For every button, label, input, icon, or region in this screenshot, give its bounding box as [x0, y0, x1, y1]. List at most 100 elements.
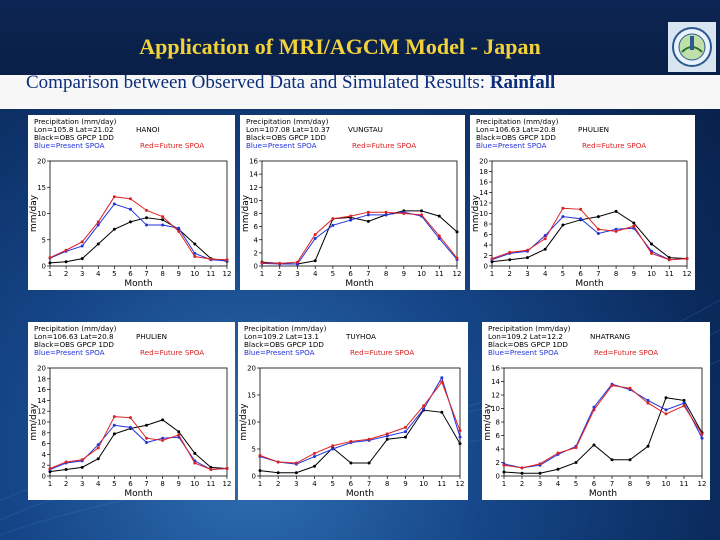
chart-header-future: Red=Future SPOA [582, 141, 646, 150]
y-tick-label: 0 [484, 263, 488, 271]
x-tick-label: 9 [646, 480, 650, 488]
data-point-0 [525, 256, 529, 260]
x-tick-label: 7 [610, 480, 614, 488]
data-point-2 [667, 258, 671, 262]
chart-header-title: Precipitation (mm/day) [476, 117, 559, 126]
data-point-1 [366, 213, 370, 217]
data-point-0 [538, 471, 542, 475]
x-tick-label: 12 [456, 480, 465, 488]
series-line-0 [259, 409, 461, 474]
y-axis-label: mm/day [29, 403, 39, 441]
chart-header-present: Blue=Present SPOA [476, 141, 547, 150]
y-tick-label: 4 [496, 446, 501, 454]
data-point-0 [614, 209, 618, 213]
x-tick-label: 10 [190, 270, 199, 278]
x-tick-label: 12 [683, 270, 692, 278]
chart-nhatrang: Precipitation (mm/day)Lon=109.2 Lat=12.2… [483, 324, 706, 499]
data-point-2 [128, 416, 132, 420]
x-tick-label: 4 [313, 270, 318, 278]
chart-header-present: Blue=Present SPOA [488, 348, 559, 357]
data-point-2 [525, 248, 529, 252]
y-tick-label: 14 [37, 397, 46, 405]
chart-phulien-bottom: Precipitation (mm/day)Lon=106.63 Lat=20.… [29, 324, 231, 499]
data-point-1 [313, 236, 317, 240]
data-point-1 [664, 408, 668, 412]
data-point-1 [331, 447, 335, 451]
data-point-1 [646, 398, 650, 402]
y-tick-label: 10 [249, 197, 258, 205]
data-point-1 [96, 223, 100, 227]
slide-title: Application of MRI/AGCM Model - Japan [139, 34, 541, 59]
data-point-1 [561, 215, 565, 219]
data-point-2 [112, 415, 116, 419]
x-tick-label: 4 [96, 480, 101, 488]
data-point-2 [258, 453, 262, 457]
data-point-1 [596, 231, 600, 235]
data-point-0 [628, 458, 632, 462]
x-tick-label: 11 [206, 480, 215, 488]
x-axis-label: Month [124, 279, 152, 289]
series-line-0 [49, 419, 228, 473]
y-tick-label: 20 [247, 365, 256, 373]
y-tick-label: 0 [496, 473, 500, 481]
x-tick-label: 6 [348, 270, 353, 278]
chart-header-obs: Black=OBS GPCP 1DD [476, 133, 556, 142]
data-point-0 [610, 458, 614, 462]
data-point-2 [538, 462, 542, 466]
data-point-0 [80, 465, 84, 469]
x-tick-label: 4 [96, 270, 101, 278]
subtitle-emphasis: Rainfall [489, 72, 556, 93]
y-tick-label: 2 [42, 462, 46, 470]
plot-frame [259, 367, 461, 477]
data-point-2 [700, 432, 704, 436]
y-tick-label: 16 [249, 158, 258, 166]
x-tick-label: 11 [680, 480, 689, 488]
chart-header-title: Precipitation (mm/day) [34, 117, 117, 126]
data-point-2 [64, 248, 68, 252]
x-axis-label: Month [346, 489, 374, 499]
data-point-2 [145, 436, 149, 440]
data-point-2 [385, 432, 389, 436]
data-point-1 [112, 202, 116, 206]
x-tick-label: 1 [48, 270, 52, 278]
data-point-2 [96, 220, 100, 224]
data-point-2 [193, 255, 197, 259]
data-point-2 [596, 227, 600, 231]
y-tick-label: 18 [479, 168, 488, 176]
data-point-2 [367, 437, 371, 441]
chart-header-station: TUYHOA [345, 332, 376, 341]
data-point-0 [96, 242, 100, 246]
x-tick-label: 10 [647, 270, 656, 278]
data-point-2 [579, 207, 583, 211]
chart-header-title: Precipitation (mm/day) [34, 324, 117, 333]
data-point-2 [295, 260, 299, 264]
x-tick-label: 8 [160, 480, 164, 488]
y-tick-label: 14 [479, 189, 488, 197]
x-tick-label: 2 [507, 270, 511, 278]
data-point-2 [664, 412, 668, 416]
data-point-1 [458, 435, 462, 439]
data-point-1 [385, 434, 389, 438]
y-tick-label: 15 [37, 184, 46, 192]
y-axis-label: mm/day [29, 194, 39, 232]
series-line-1 [49, 203, 228, 262]
x-tick-label: 1 [260, 270, 264, 278]
chart-header-coords: Lon=106.63 Lat=20.8 [34, 332, 114, 341]
x-tick-label: 5 [331, 270, 335, 278]
data-point-2 [440, 380, 444, 384]
data-point-2 [64, 460, 68, 464]
slide-subtitle: Comparison between Observed Data and Sim… [26, 72, 555, 94]
plot-frame [491, 160, 688, 267]
data-point-2 [508, 250, 512, 254]
data-point-0 [592, 443, 596, 447]
x-axis-label: Month [345, 279, 373, 289]
x-tick-label: 2 [64, 270, 68, 278]
series-line-1 [503, 383, 703, 469]
data-point-2 [543, 237, 547, 241]
data-point-0 [161, 418, 165, 422]
x-tick-label: 2 [64, 480, 68, 488]
data-point-0 [128, 220, 132, 224]
data-point-1 [700, 436, 704, 440]
data-point-0 [80, 257, 84, 261]
data-point-2 [422, 404, 426, 408]
